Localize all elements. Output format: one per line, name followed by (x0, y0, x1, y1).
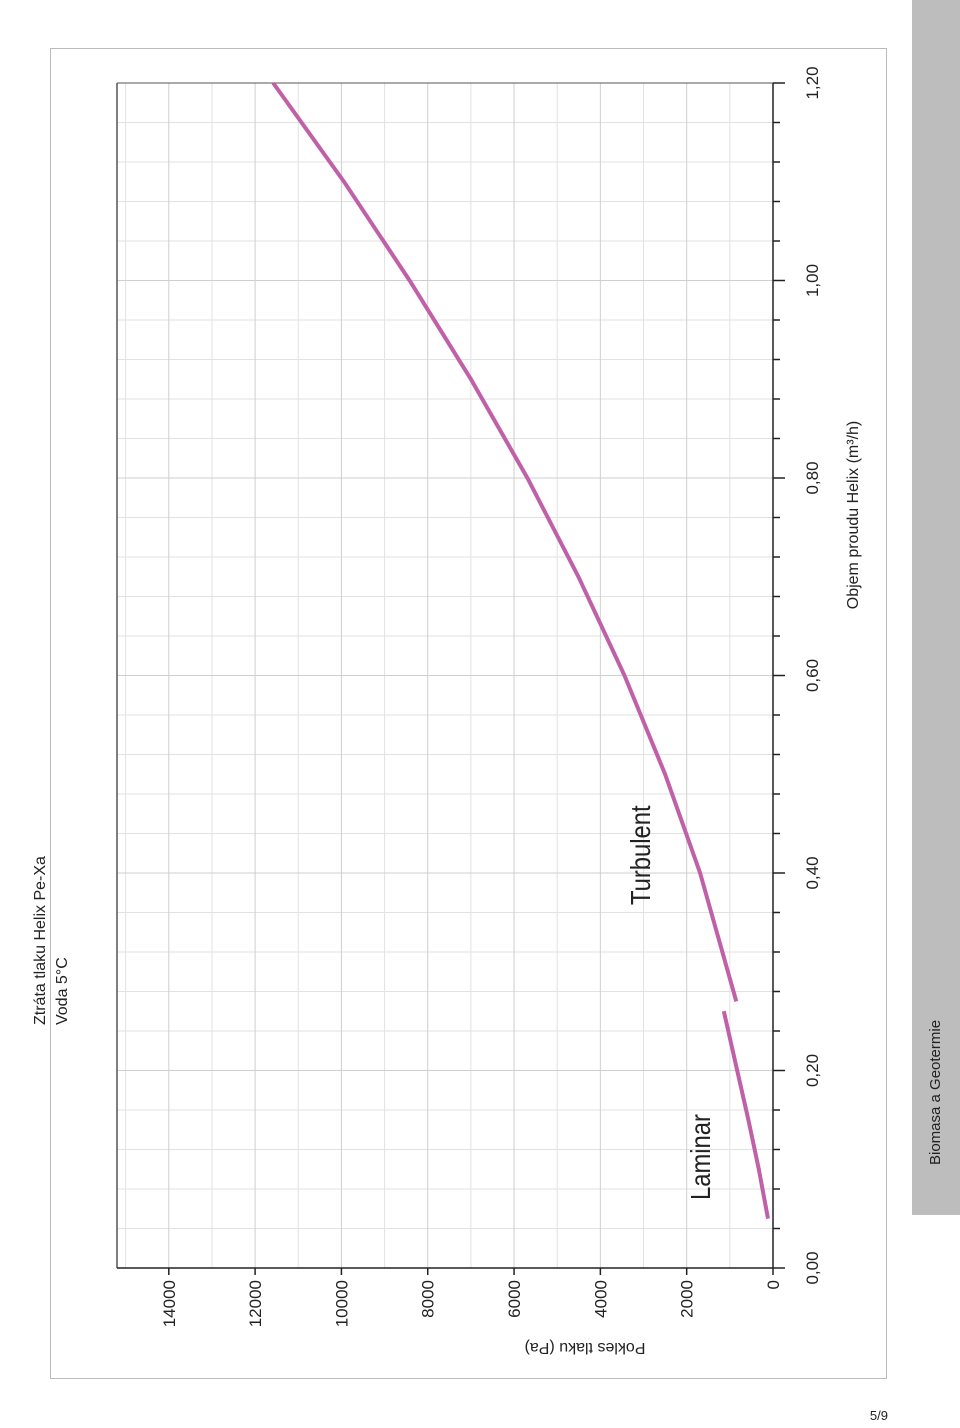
series-label: Laminar (684, 1114, 716, 1200)
y-tick-label: 2000 (678, 1280, 697, 1318)
chart-title: Ztráta tlaku Helix Pe-Xa (32, 856, 49, 1025)
chart-subtitle: Voda 5°C (54, 957, 71, 1025)
x-tick-label: 1,00 (803, 264, 822, 297)
x-tick-label: 0,40 (803, 856, 822, 889)
y-tick-label: 4000 (591, 1280, 610, 1318)
y-tick-label: 10000 (332, 1280, 351, 1327)
frame (50, 48, 887, 1379)
y-axis-label: Pokles tlaku (Pa) (525, 1339, 646, 1356)
chart: 0,00 0,20 0,40 0,60 0,80 1,00 1,20 0 2000 4000 600… (32, 66, 862, 1356)
x-tick-label: 0,60 (803, 659, 822, 692)
series-line (271, 81, 739, 1002)
sidebar-band (912, 0, 960, 1215)
y-tick-label: 12000 (246, 1280, 265, 1327)
page-number: 5/9 (870, 1408, 888, 1423)
x-tick-label: 0,20 (803, 1054, 822, 1087)
series-line (721, 1010, 770, 1219)
y-tick-label: 0 (764, 1280, 783, 1289)
x-tick-label: 0,80 (803, 461, 822, 494)
series-label: Turbulent (624, 805, 656, 905)
x-tick-label: 1,20 (803, 66, 822, 99)
y-tick-label: 6000 (505, 1280, 524, 1318)
x-axis-label: Objem proudu Helix (m³/h) (845, 421, 862, 610)
x-tick-label: 0,00 (803, 1251, 822, 1284)
sidebar-text: Biomasa a Geotermie (927, 1020, 944, 1165)
y-tick-label: 8000 (419, 1280, 438, 1318)
y-tick-label: 14000 (160, 1280, 179, 1327)
